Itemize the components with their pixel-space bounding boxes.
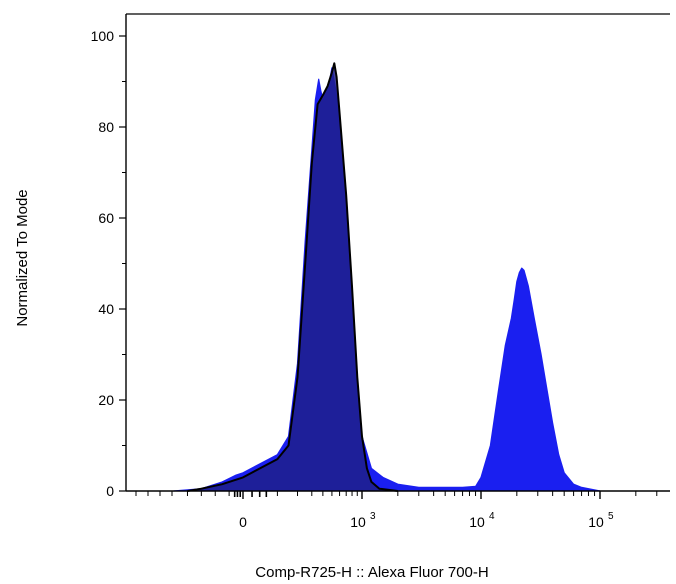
y-tick-label: 100 <box>91 28 115 44</box>
x-tick-label: 10 <box>350 514 366 530</box>
x-tick-exponent: 3 <box>370 511 376 522</box>
axes-layer: 0 20 40 60 80 100 0 10 3 10 4 10 5 <box>91 13 670 530</box>
series-1-line <box>187 62 398 492</box>
y-tick-label: 0 <box>106 483 114 499</box>
series-0-area <box>173 67 600 492</box>
series-1-area <box>187 63 398 492</box>
y-tick-label: 60 <box>98 210 114 226</box>
x-tick-exponent: 4 <box>489 511 495 522</box>
y-tick-label: 20 <box>98 392 114 408</box>
labels-layer: Comp-R725-H :: Alexa Fluor 700-H Normali… <box>14 189 489 581</box>
y-axis-title: Normalized To Mode <box>14 189 31 326</box>
x-tick-label: 10 <box>469 514 485 530</box>
x-tick-label: 0 <box>239 514 247 530</box>
series-layer <box>173 62 601 492</box>
x-axis-title: Comp-R725-H :: Alexa Fluor 700-H <box>255 564 488 581</box>
x-tick-label: 10 <box>588 514 604 530</box>
y-tick-label: 80 <box>98 119 114 135</box>
series-0-line <box>173 67 601 492</box>
x-tick-exponent: 5 <box>608 511 614 522</box>
y-tick-label: 40 <box>98 301 114 317</box>
